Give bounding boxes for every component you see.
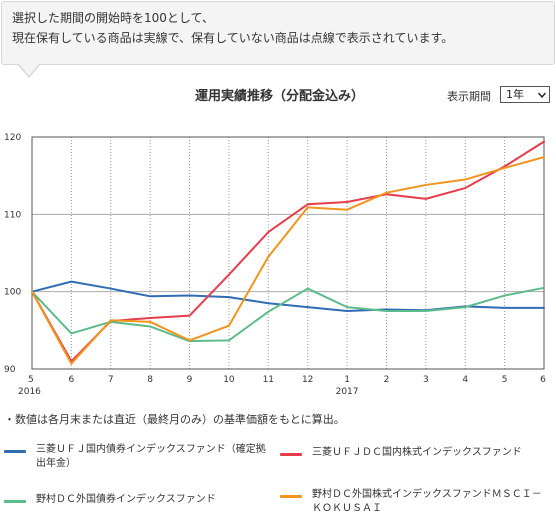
period-select[interactable]: 1年 bbox=[500, 86, 550, 103]
legend-swatch bbox=[4, 500, 26, 503]
x-year-label: 2016 bbox=[18, 387, 41, 395]
legend-item-jp-bond: 三菱ＵＦＪ国内債券インデックスファンド（確定拠出年金） bbox=[4, 443, 274, 471]
x-tick-label: 6 bbox=[540, 375, 546, 385]
legend-label: 野村ＤＣ外国債券インデックスファンド bbox=[36, 494, 216, 505]
legend-item-foreign-bond: 野村ＤＣ外国債券インデックスファンド bbox=[4, 493, 274, 507]
x-tick-label: 5 bbox=[28, 375, 34, 385]
x-tick-label: 3 bbox=[423, 375, 429, 385]
chevron-down-icon bbox=[538, 92, 546, 99]
legend-swatch bbox=[280, 495, 302, 498]
series-line bbox=[31, 140, 545, 363]
notice-line-1: 選択した期間の開始時を100として、 bbox=[12, 11, 214, 25]
legend-label: 三菱ＵＦＪＤＣ国内株式インデックスファンド bbox=[312, 447, 522, 458]
notice-line-2: 現在保有している商品は実線で、保有していない商品は点線で表示されています。 bbox=[12, 31, 454, 45]
x-tick-label: 11 bbox=[263, 375, 274, 385]
x-tick-label: 12 bbox=[302, 375, 313, 385]
period-select-value: 1年 bbox=[506, 88, 524, 101]
x-tick-label: 4 bbox=[462, 375, 468, 385]
y-tick-label: 110 bbox=[4, 210, 21, 220]
x-tick-label: 9 bbox=[187, 375, 193, 385]
legend-item-jp-equity: 三菱ＵＦＪＤＣ国内株式インデックスファンド bbox=[280, 446, 550, 460]
series-line bbox=[31, 286, 545, 343]
x-tick-label: 8 bbox=[147, 375, 153, 385]
y-tick-label: 120 bbox=[4, 133, 21, 143]
y-tick-label: 100 bbox=[4, 288, 21, 298]
plot-frame bbox=[31, 136, 545, 370]
x-tick-label: 10 bbox=[223, 375, 235, 385]
y-tick-label: 90 bbox=[4, 365, 16, 375]
legend-swatch bbox=[280, 453, 302, 456]
grid-layer bbox=[32, 137, 544, 369]
series-layer bbox=[31, 140, 545, 365]
x-tick-label: 1 bbox=[344, 375, 350, 385]
x-tick-label: 5 bbox=[502, 375, 508, 385]
legend-label: 三菱ＵＦＪ国内債券インデックスファンド（確定拠出年金） bbox=[36, 444, 266, 469]
x-tick-label: 2 bbox=[384, 375, 390, 385]
legend-item-foreign-equity: 野村ＤＣ外国株式インデックスファンドＭＳＣＩ－ＫＯＫＵＳＡＩ bbox=[280, 488, 550, 513]
x-tick-label: 6 bbox=[69, 375, 75, 385]
chart-title: 運用実績推移（分配金込み） bbox=[195, 89, 365, 104]
notice-box: 選択した期間の開始時を100として、 現在保有している商品は実線で、保有していな… bbox=[1, 1, 555, 65]
x-year-label: 2017 bbox=[336, 387, 359, 395]
x-tick-label: 7 bbox=[108, 375, 114, 385]
notice-text: 選択した期間の開始時を100として、 現在保有している商品は実線で、保有していな… bbox=[12, 8, 453, 48]
legend-label: 野村ＤＣ外国株式インデックスファンドＭＳＣＩ－ＫＯＫＵＳＡＩ bbox=[312, 489, 542, 513]
period-label: 表示期間 bbox=[447, 90, 491, 103]
legend-swatch bbox=[4, 450, 26, 453]
series-line bbox=[31, 156, 545, 365]
notice-tail-fill bbox=[19, 64, 39, 76]
footnote: ・数値は各月末または直近（最終月のみ）の基準価額をもとに算出。 bbox=[4, 413, 345, 426]
